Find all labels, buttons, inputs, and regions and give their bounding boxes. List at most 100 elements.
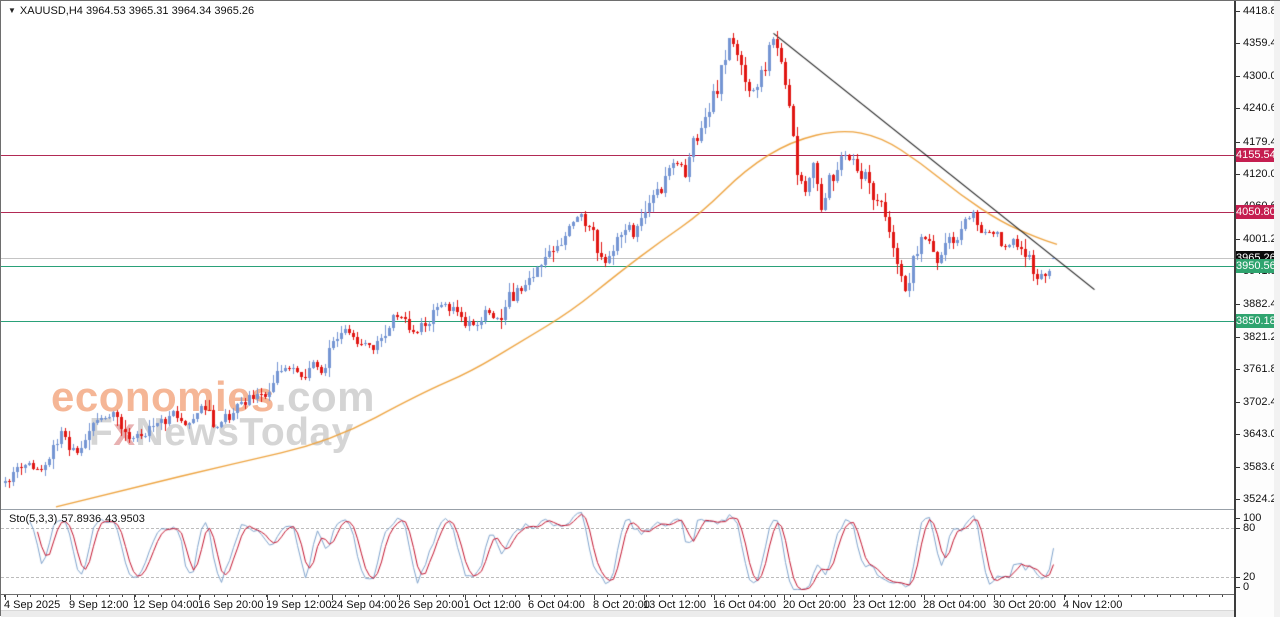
time-axis-minor-tick — [1209, 595, 1210, 597]
time-axis-label: 16 Sep 20:00 — [198, 599, 264, 611]
time-axis-minor-tick — [135, 595, 136, 597]
time-axis-major-tick — [399, 595, 400, 600]
indicator-axis-tick-label: 0 — [1243, 581, 1250, 593]
time-axis-minor-tick — [633, 595, 634, 597]
time-axis-minor-tick — [214, 595, 215, 597]
time-axis-minor-tick — [96, 595, 97, 597]
time-axis-minor-tick — [856, 595, 857, 597]
time-axis-minor-tick — [463, 595, 464, 597]
time-axis-label: 19 Sep 12:00 — [266, 599, 332, 611]
indicator-value-d: 43.9503 — [105, 513, 145, 525]
time-axis-minor-tick — [960, 595, 961, 597]
time-axis-minor-tick — [528, 595, 529, 597]
time-axis-minor-tick — [305, 595, 306, 597]
price-axis-tick-label: 3643.00 — [1243, 428, 1280, 440]
time-axis-minor-tick — [56, 595, 57, 597]
time-axis-minor-tick — [777, 595, 778, 597]
indicator-value-k: 57.8936 — [61, 513, 102, 525]
time-axis-minor-tick — [541, 595, 542, 597]
price-axis[interactable]: 4418.80 4359.40 4300.00 4240.60 4179.40 4120.… — [1234, 1, 1280, 617]
time-axis-minor-tick — [253, 595, 254, 597]
price-axis-tick-label: 4120.00 — [1243, 168, 1280, 180]
time-axis-minor-tick — [1157, 595, 1158, 597]
time-axis-minor-tick — [580, 595, 581, 597]
main-chart-pane[interactable]: economies.com FxNewsToday ▼XAUUSD,H4 396… — [1, 1, 1234, 509]
price-axis-tick-label: 3583.60 — [1243, 461, 1280, 473]
time-axis-label: 1 Oct 12:00 — [464, 599, 521, 611]
support-badge-3850.18: 3850.18 — [1236, 314, 1276, 328]
time-axis-minor-tick — [449, 595, 450, 597]
time-axis-minor-tick — [17, 595, 18, 597]
time-axis-major-tick — [332, 595, 333, 600]
time-axis-minor-tick — [803, 595, 804, 597]
time-axis-minor-tick — [1196, 595, 1197, 597]
time-axis-minor-tick — [567, 595, 568, 597]
time-axis-label: 23 Oct 12:00 — [853, 599, 916, 611]
time-axis-minor-tick — [1170, 595, 1171, 597]
time-axis-minor-tick — [502, 595, 503, 597]
time-axis-label: 12 Sep 04:00 — [133, 599, 199, 611]
time-axis-minor-tick — [1052, 595, 1053, 597]
time-axis-minor-tick — [240, 595, 241, 597]
time-axis-minor-tick — [1118, 595, 1119, 597]
stochastic-canvas[interactable] — [1, 510, 1234, 594]
time-axis-major-tick — [465, 595, 466, 600]
time-axis-minor-tick — [1222, 595, 1223, 597]
price-axis-tick-label: 3761.80 — [1243, 363, 1280, 375]
price-axis-tick-mark — [1236, 369, 1240, 370]
time-axis-major-tick — [924, 595, 925, 600]
time-axis-minor-tick — [318, 595, 319, 597]
price-axis-tick-label: 3524.20 — [1243, 493, 1280, 505]
time-axis-minor-tick — [987, 595, 988, 597]
time-axis-major-tick — [994, 595, 995, 600]
time-axis-minor-tick — [1144, 595, 1145, 597]
time-axis-minor-tick — [266, 595, 267, 597]
resistance-badge-4155.54: 4155.54 — [1236, 148, 1276, 162]
time-axis-major-tick — [854, 595, 855, 600]
candlestick-chart-canvas[interactable] — [1, 1, 1234, 509]
resistance-badge-4050.80: 4050.80 — [1236, 205, 1276, 219]
time-axis-minor-tick — [790, 595, 791, 597]
price-axis-tick-label: 4240.60 — [1243, 102, 1280, 114]
time-axis-label: 20 Oct 20:00 — [783, 599, 846, 611]
indicator-label: Sto(5,3,3) 57.8936 43.9503 — [9, 513, 145, 525]
price-axis-tick-mark — [1236, 239, 1240, 240]
time-axis-minor-tick — [227, 595, 228, 597]
price-axis-tick-mark — [1236, 11, 1240, 12]
time-axis-minor-tick — [515, 595, 516, 597]
price-axis-tick-mark — [1236, 108, 1240, 109]
window-bottom-edge — [1, 610, 1234, 617]
price-axis-tick-mark — [1236, 402, 1240, 403]
price-axis-tick-mark — [1236, 337, 1240, 338]
time-axis-label: 4 Sep 2025 — [4, 599, 61, 611]
time-axis-minor-tick — [751, 595, 752, 597]
price-axis-tick-label: 3821.20 — [1243, 331, 1280, 343]
time-axis-minor-tick — [646, 595, 647, 597]
time-axis-label: 9 Sep 12:00 — [69, 599, 129, 611]
time-axis-minor-tick — [607, 595, 608, 597]
symbol-dropdown-icon[interactable]: ▼ — [8, 6, 16, 15]
time-axis-minor-tick — [200, 595, 201, 597]
price-axis-tick-mark — [1236, 174, 1240, 175]
time-axis-minor-tick — [711, 595, 712, 597]
symbol-timeframe: XAUUSD,H4 — [19, 5, 83, 17]
time-axis-minor-tick — [908, 595, 909, 597]
time-axis-label: 4 Nov 12:00 — [1063, 599, 1123, 611]
time-axis-minor-tick — [1065, 595, 1066, 597]
time-axis-minor-tick — [672, 595, 673, 597]
time-axis-minor-tick — [764, 595, 765, 597]
time-axis-label: 28 Oct 04:00 — [923, 599, 986, 611]
time-axis-minor-tick — [292, 595, 293, 597]
indicator-axis-tick-mark — [1236, 577, 1240, 578]
time-axis-minor-tick — [1104, 595, 1105, 597]
time-axis-major-tick — [529, 595, 530, 600]
stochastic-pane[interactable]: Sto(5,3,3) 57.8936 43.9503 — [1, 509, 1234, 594]
time-axis-minor-tick — [620, 595, 621, 597]
time-axis-minor-tick — [4, 595, 5, 597]
time-axis-minor-tick — [1183, 595, 1184, 597]
time-axis-minor-tick — [947, 595, 948, 597]
time-axis-major-tick — [134, 595, 135, 600]
price-axis-tick-mark — [1236, 142, 1240, 143]
time-axis-minor-tick — [122, 595, 123, 597]
time-axis-minor-tick — [1026, 595, 1027, 597]
